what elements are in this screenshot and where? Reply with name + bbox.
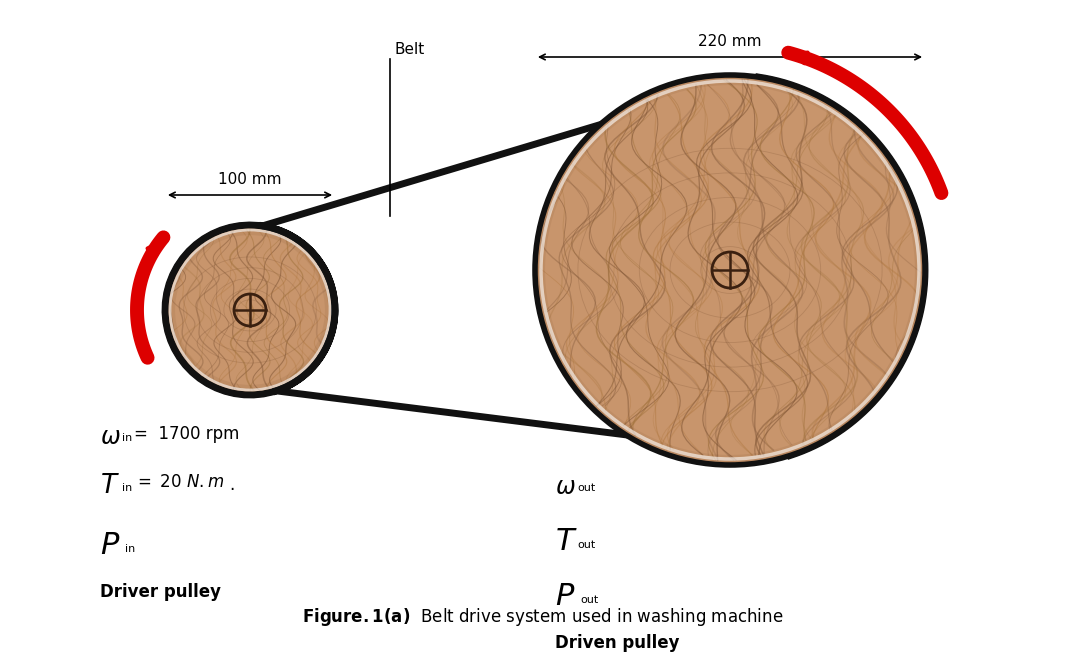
Text: $= \ 20 \ N.m$: $= \ 20 \ N.m$	[134, 473, 224, 491]
Text: Driver pulley: Driver pulley	[100, 583, 221, 601]
Text: .: .	[229, 476, 235, 494]
Text: in: in	[122, 433, 133, 443]
Circle shape	[165, 225, 335, 395]
Text: $T$: $T$	[555, 527, 577, 556]
Text: $\bf{Figure.1(a)}$  Belt drive system used in washing machine: $\bf{Figure.1(a)}$ Belt drive system use…	[302, 606, 784, 628]
Circle shape	[535, 75, 925, 465]
Text: out: out	[577, 540, 596, 550]
Polygon shape	[165, 77, 925, 456]
Text: in: in	[125, 544, 135, 554]
Text: $\omega$: $\omega$	[100, 425, 121, 449]
Text: 100 mm: 100 mm	[218, 172, 282, 187]
Text: =  1700 rpm: = 1700 rpm	[134, 425, 239, 443]
Text: $\omega$: $\omega$	[555, 475, 576, 499]
Text: Driven pulley: Driven pulley	[555, 634, 679, 652]
Text: $P$: $P$	[555, 582, 575, 611]
Text: out: out	[577, 483, 596, 493]
Text: $P$: $P$	[100, 531, 121, 560]
Text: out: out	[580, 595, 598, 605]
Text: $T$: $T$	[100, 473, 120, 499]
Text: 220 mm: 220 mm	[698, 34, 762, 49]
Text: in: in	[122, 483, 133, 493]
Text: Belt: Belt	[395, 42, 425, 57]
